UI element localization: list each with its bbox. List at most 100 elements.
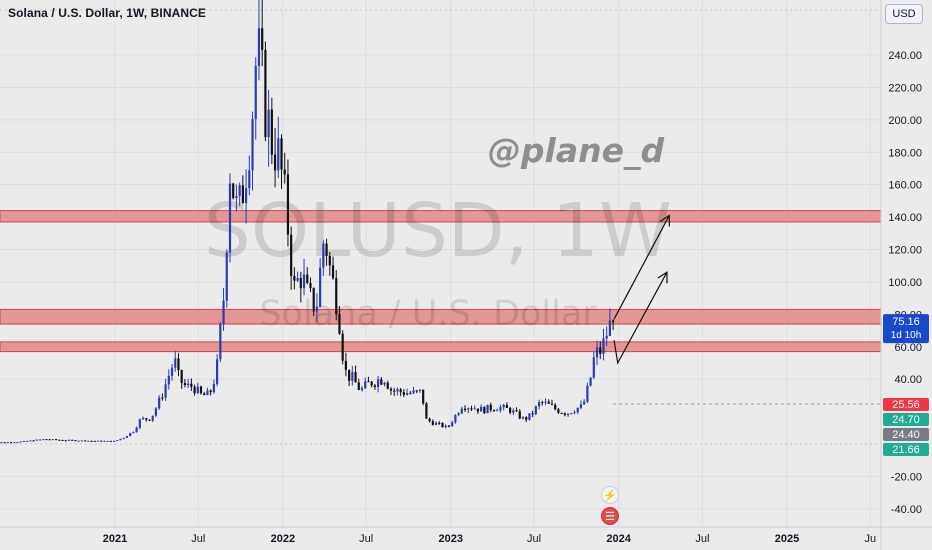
- candle-body: [544, 401, 547, 403]
- candle: [322, 240, 325, 277]
- candle: [550, 399, 554, 406]
- candle-body: [325, 243, 328, 257]
- candle: [431, 419, 434, 426]
- candle: [225, 249, 228, 308]
- y-tick-label: 60.00: [894, 342, 922, 354]
- candle-body: [158, 397, 161, 409]
- event-flash-icon[interactable]: ⚡: [601, 486, 619, 504]
- candle: [219, 321, 222, 363]
- candle: [434, 421, 438, 425]
- candle: [463, 405, 467, 412]
- candle-body: [434, 422, 438, 425]
- candle: [71, 439, 74, 441]
- candle-body: [592, 357, 595, 378]
- candle-body: [418, 389, 422, 391]
- candle-body: [528, 413, 531, 420]
- candle-body: [109, 440, 112, 442]
- candle-body: [370, 381, 373, 386]
- candle-body: [431, 421, 434, 425]
- candle-body: [29, 440, 32, 442]
- candle-body: [557, 409, 560, 414]
- candle: [283, 152, 286, 184]
- candle-body: [534, 406, 537, 415]
- candle-body: [132, 432, 135, 434]
- candle-body: [586, 385, 589, 402]
- candle-body: [460, 408, 463, 414]
- candle-body: [583, 401, 586, 405]
- candle-body: [267, 109, 270, 138]
- candle: [29, 440, 32, 442]
- candle-body: [602, 338, 605, 354]
- candle-body: [273, 154, 277, 171]
- candle: [116, 440, 119, 442]
- price-label-text: 24.70: [892, 414, 920, 426]
- candle-body: [64, 440, 67, 442]
- candle: [206, 387, 209, 396]
- candle: [576, 407, 579, 415]
- candle-body: [254, 65, 257, 120]
- projection-arrows[interactable]: [613, 214, 670, 365]
- candle-body: [344, 360, 347, 370]
- x-tick-label: 2022: [271, 533, 295, 545]
- candle-body: [290, 234, 293, 277]
- candle: [496, 408, 499, 412]
- watermark-description: Solana / U.S. Dollar: [259, 294, 597, 334]
- candle: [222, 287, 225, 331]
- candle-body: [145, 418, 148, 420]
- candle: [51, 439, 55, 441]
- candle: [319, 258, 322, 308]
- candle-body: [32, 440, 35, 442]
- candle-body: [502, 404, 505, 408]
- candle: [96, 440, 100, 442]
- candle: [158, 395, 161, 410]
- candle: [273, 128, 277, 188]
- candle-body: [531, 413, 534, 415]
- candle: [335, 270, 338, 321]
- currency-button[interactable]: USD: [885, 4, 923, 24]
- candle-body: [116, 440, 119, 442]
- candle-body: [51, 439, 55, 441]
- candle: [570, 412, 573, 415]
- y-tick-label: 120.00: [888, 245, 922, 257]
- candle: [502, 403, 505, 411]
- candle: [199, 385, 203, 395]
- candle-body: [235, 195, 238, 199]
- candle-body: [521, 417, 525, 419]
- candle: [583, 399, 586, 405]
- candle: [196, 382, 199, 394]
- candle: [428, 417, 431, 423]
- price-scale-labels: 75.16 1d 10h 25.56 24.70 24.40 21.66: [883, 314, 929, 456]
- candle: [299, 271, 302, 303]
- candle-body: [473, 408, 476, 410]
- watermark-symbol: SOLUSD, 1W: [204, 188, 672, 274]
- candle-body: [251, 119, 254, 171]
- candle-body: [389, 388, 393, 391]
- candle-body: [87, 440, 90, 442]
- candle: [348, 369, 351, 387]
- candle: [612, 319, 615, 330]
- candle-body: [576, 407, 579, 413]
- candlesticks: [0, 0, 615, 444]
- candle: [563, 412, 566, 417]
- candle: [489, 402, 492, 413]
- candle: [84, 440, 87, 442]
- candle-body: [183, 383, 187, 386]
- event-flag-icon[interactable]: ☰: [601, 507, 619, 525]
- candle-body: [257, 28, 261, 66]
- y-tick-label: 160.00: [888, 180, 922, 192]
- y-tick-label: 220.00: [888, 82, 922, 94]
- candle: [492, 409, 496, 412]
- candle-body: [354, 372, 357, 383]
- candle: [129, 432, 132, 437]
- candle-body: [367, 381, 370, 383]
- candle: [515, 407, 518, 413]
- candle: [367, 376, 370, 383]
- candle: [351, 366, 354, 386]
- candle-body: [550, 403, 554, 405]
- candle-body: [331, 265, 335, 279]
- candle-body: [55, 439, 58, 441]
- candle-body: [103, 440, 106, 442]
- candle: [418, 389, 422, 393]
- candle-body: [264, 49, 267, 138]
